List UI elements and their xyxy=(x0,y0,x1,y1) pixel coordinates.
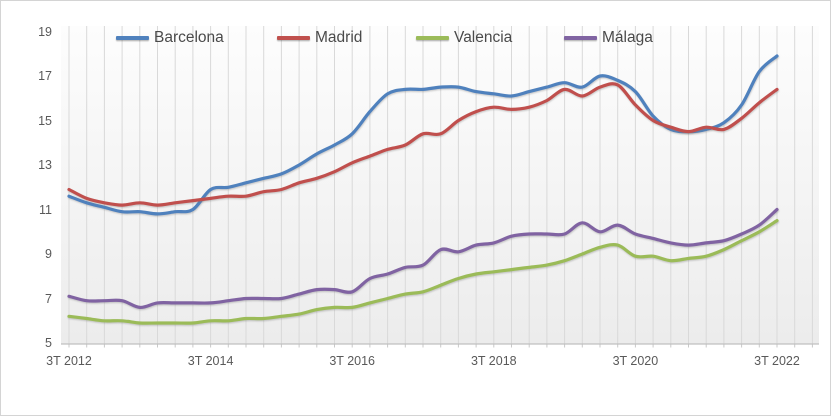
legend-swatch-madrid xyxy=(277,36,310,40)
legend-swatch-barcelona xyxy=(116,36,149,40)
legend-item-madrid[interactable]: Madrid xyxy=(277,25,362,51)
series-line-malaga[interactable] xyxy=(67,207,779,310)
legend-label-madrid: Madrid xyxy=(315,29,363,46)
series-line-madrid[interactable] xyxy=(67,82,779,207)
legend-item-valencia[interactable]: Valencia xyxy=(416,25,512,51)
series-line-valencia[interactable] xyxy=(67,219,779,325)
legend: Barcelona Madrid Valencia Málaga xyxy=(1,25,830,51)
plot-background xyxy=(61,26,819,344)
legend-item-malaga[interactable]: Málaga xyxy=(564,25,653,51)
legend-swatch-malaga xyxy=(564,36,597,40)
legend-item-barcelona[interactable]: Barcelona xyxy=(116,25,224,51)
legend-label-valencia: Valencia xyxy=(454,29,513,46)
series-line-barcelona[interactable] xyxy=(67,54,779,216)
legend-swatch-valencia xyxy=(416,36,449,40)
legend-label-malaga: Málaga xyxy=(602,29,653,46)
legend-label-barcelona: Barcelona xyxy=(154,29,224,46)
